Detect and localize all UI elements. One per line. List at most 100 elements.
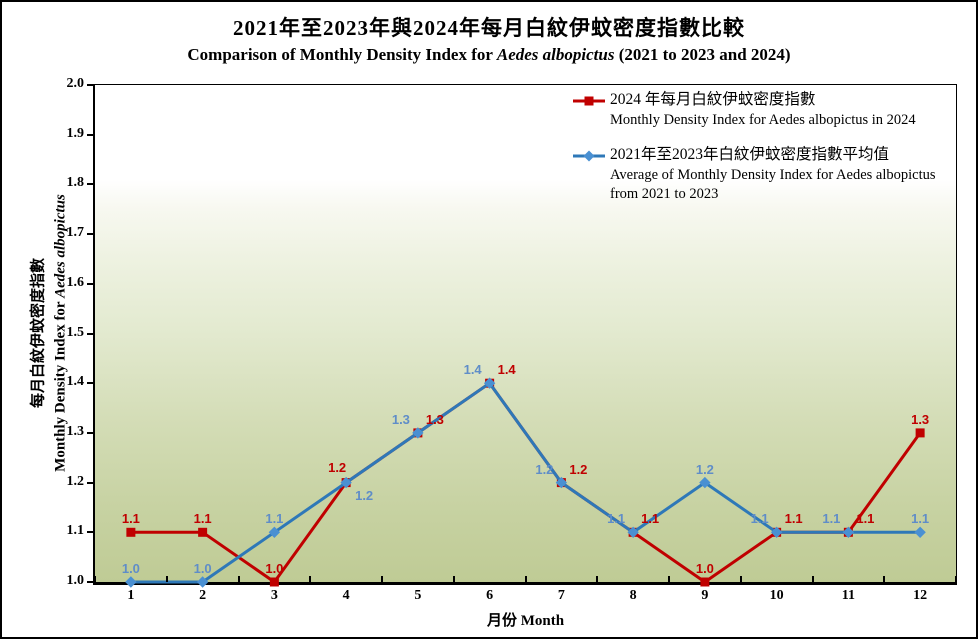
- y-tick-mark: [87, 382, 93, 385]
- y-tick-mark: [87, 183, 93, 186]
- x-tick-label: 12: [913, 588, 928, 603]
- y-tick-mark: [87, 531, 93, 534]
- square-marker: [269, 577, 279, 587]
- chart-title-english: Comparison of Monthly Density Index for …: [2, 45, 976, 65]
- x-tick-mark: [94, 576, 96, 582]
- data-label: 1.1: [607, 511, 626, 527]
- chart-title-english-suffix: (2021 to 2023 and 2024): [614, 45, 791, 64]
- y-tick-label: 1.8: [66, 175, 85, 191]
- diamond-marker: [699, 476, 711, 489]
- x-tick-label: 1: [127, 588, 135, 603]
- x-axis-title: 月份 Month: [486, 613, 565, 629]
- y-tick-label: 1.7: [66, 225, 85, 241]
- y-tick-label: 1.9: [66, 125, 85, 141]
- y-tick-label: 2.0: [66, 76, 85, 91]
- data-label: 1.1: [856, 511, 875, 527]
- diamond-marker: [268, 526, 281, 538]
- diamond-marker: [340, 476, 352, 489]
- diamond-marker: [483, 377, 496, 389]
- x-tick-label: 7: [557, 588, 565, 603]
- data-label: 1.1: [822, 511, 841, 527]
- square-marker: [126, 527, 136, 537]
- y-tick-mark: [87, 481, 93, 484]
- y-tick-mark: [87, 431, 93, 434]
- y-tick-mark: [87, 84, 93, 86]
- x-tick-label: 2: [199, 588, 207, 603]
- x-tick-mark: [883, 576, 886, 582]
- data-label: 1.2: [695, 461, 714, 477]
- data-label: 1.2: [569, 461, 588, 477]
- legend-item-average: 2021年至2023年白紋伊蚊密度指數平均值 Average of Monthly…: [572, 145, 964, 204]
- legend-marker-diamond: [572, 145, 610, 169]
- x-tick-mark: [739, 576, 742, 582]
- data-label: 1.2: [328, 459, 347, 475]
- data-label: 1.3: [425, 411, 444, 427]
- legend-label-chinese: 2021年至2023年白紋伊蚊密度指數平均值: [610, 145, 890, 163]
- x-tick-mark: [452, 576, 455, 582]
- y-axis-title-chinese: 每月白紋伊蚊密度指數: [30, 258, 47, 409]
- data-label: 1.2: [535, 461, 554, 477]
- x-tick-mark: [309, 576, 312, 582]
- data-label: 1.0: [193, 561, 212, 576]
- y-tick-label: 1.6: [66, 274, 85, 290]
- x-tick-label: 9: [701, 588, 709, 603]
- legend-label-english: Monthly Density Index for Aedes albopict…: [610, 111, 916, 128]
- data-label: 1.1: [121, 511, 140, 527]
- legend-label: 2024 年每月白紋伊蚊密度指數 Monthly Density Index fo…: [610, 90, 964, 130]
- x-tick-label: 8: [629, 588, 637, 603]
- data-label: 1.4: [463, 362, 482, 378]
- y-tick-label: 1.4: [66, 374, 85, 390]
- species-name-italic: Aedes albopictus: [496, 45, 615, 64]
- line-series-plot: [125, 377, 926, 588]
- x-tick-mark: [811, 576, 814, 582]
- x-tick-mark: [381, 576, 383, 582]
- series-line-average: [130, 381, 921, 584]
- data-label: 1.0: [265, 561, 284, 576]
- legend-marker-square: [572, 90, 610, 114]
- plot-area: [93, 84, 957, 585]
- legend-label-chinese: 2024 年每月白紋伊蚊密度指數: [610, 91, 816, 108]
- data-label: 1.0: [121, 561, 140, 576]
- y-tick-label: 1.3: [66, 423, 85, 439]
- legend-item-2024: 2024 年每月白紋伊蚊密度指數 Monthly Density Index fo…: [572, 90, 964, 130]
- legend-label: 2021年至2023年白紋伊蚊密度指數平均值 Average of Monthly…: [610, 145, 964, 204]
- y-tick-mark: [87, 233, 93, 236]
- x-tick-mark: [165, 576, 168, 582]
- diamond-marker: [555, 476, 568, 489]
- data-label: 1.3: [911, 411, 930, 427]
- x-tick-mark: [955, 576, 957, 582]
- x-tick-mark: [524, 576, 527, 582]
- x-tick-mark: [237, 576, 240, 582]
- y-tick-mark: [87, 282, 93, 285]
- legend-label-english: Average of Monthly Density Index for Aed…: [610, 166, 936, 202]
- data-label: 1.2: [355, 487, 374, 503]
- y-axis-title: 每月白紋伊蚊密度指數 Monthly Density Index for Aed…: [28, 194, 72, 472]
- x-tick-label: 3: [270, 588, 278, 603]
- data-label: 1.1: [641, 511, 660, 527]
- y-tick-label: 1.0: [66, 573, 85, 588]
- x-tick-label: 5: [414, 588, 422, 603]
- y-tick-label: 1.2: [66, 473, 85, 489]
- y-tick-mark: [87, 581, 93, 583]
- x-tick-mark: [668, 576, 670, 582]
- legend: 2024 年每月白紋伊蚊密度指數 Monthly Density Index fo…: [572, 90, 964, 218]
- x-tick-label: 4: [342, 588, 350, 603]
- x-tick-mark: [596, 576, 599, 582]
- data-label: 1.1: [784, 511, 803, 527]
- x-tick-label: 10: [769, 588, 784, 603]
- data-label: 1.1: [193, 511, 212, 527]
- square-marker: [915, 428, 925, 438]
- y-axis-species-italic: Aedes albopictus: [52, 194, 68, 298]
- series-line-2024: [130, 381, 922, 584]
- data-label: 1.1: [911, 511, 930, 527]
- chart-title-chinese: 2021年至2023年與2024年每月白紋伊蚊密度指數比較: [233, 16, 745, 40]
- data-label: 1.3: [391, 411, 410, 427]
- data-label: 1.0: [695, 561, 714, 576]
- diamond-marker: [914, 526, 926, 538]
- x-tick-label: 11: [841, 588, 855, 603]
- data-label: 1.1: [750, 511, 769, 527]
- square-marker: [700, 577, 710, 587]
- chart-title-english-prefix: Comparison of Monthly Density Index for: [187, 45, 497, 64]
- data-label: 1.4: [497, 362, 516, 378]
- data-label: 1.1: [265, 511, 284, 527]
